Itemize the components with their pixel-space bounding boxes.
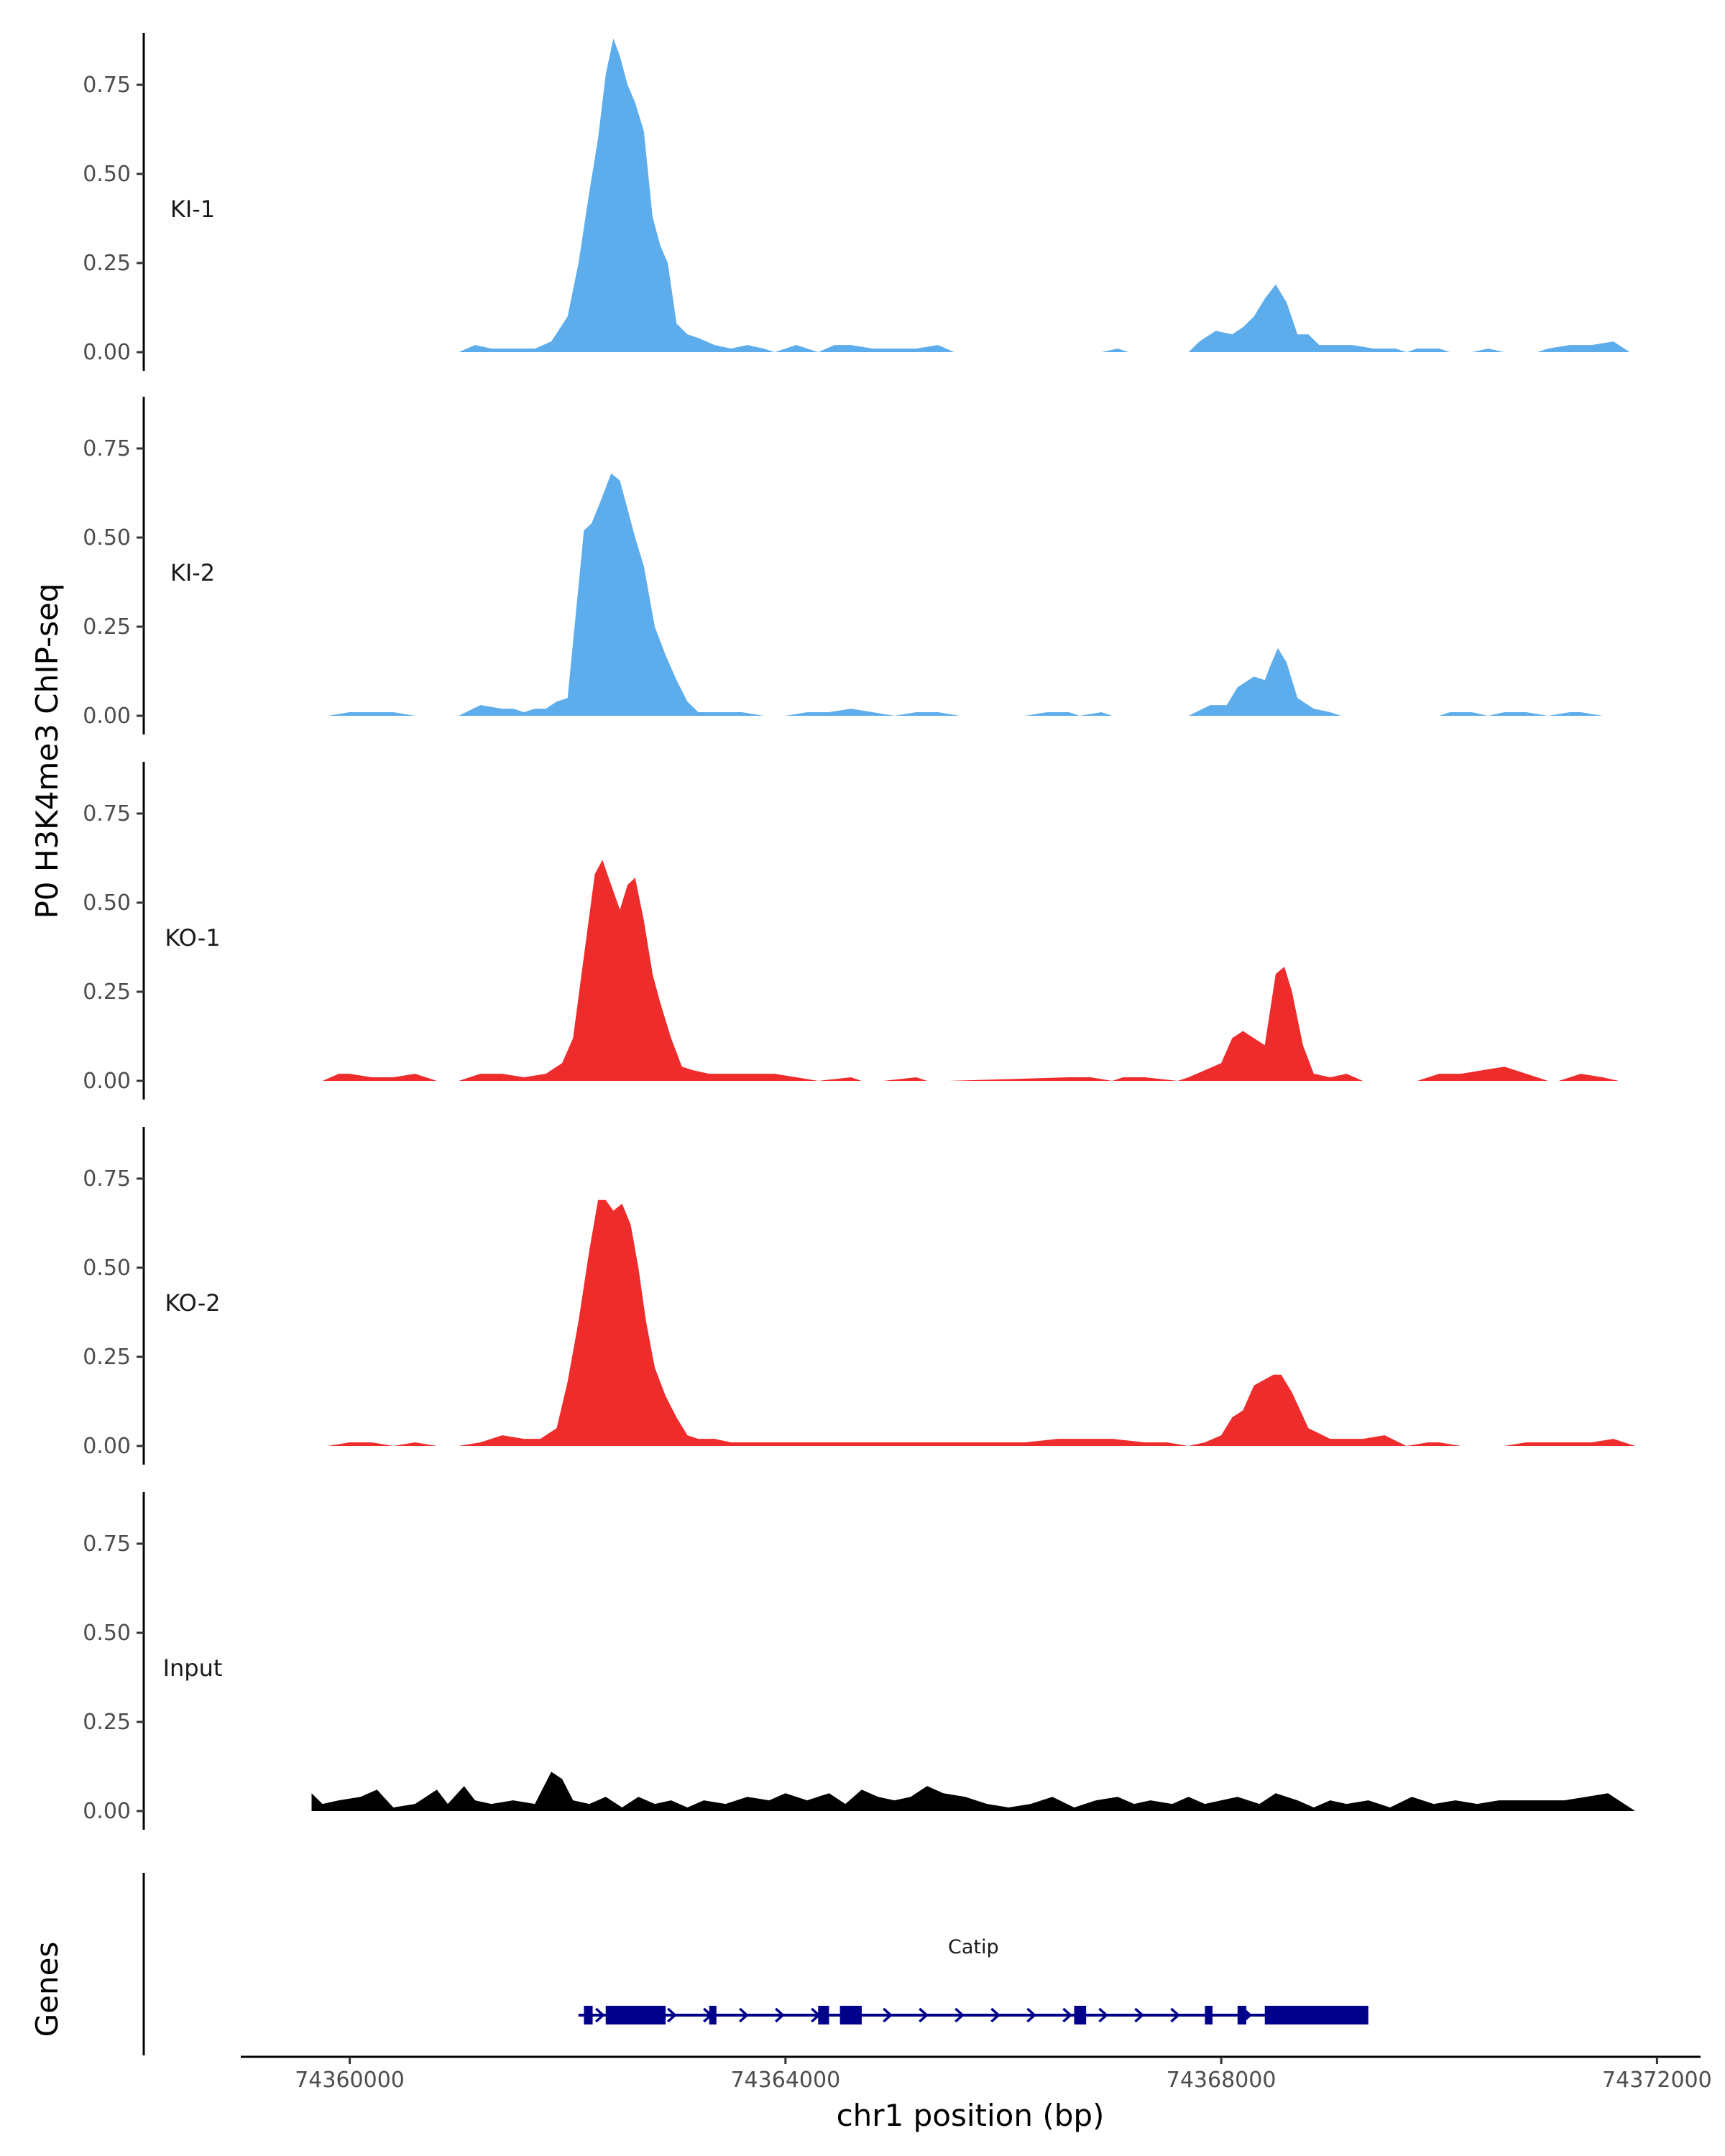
coverage-area-ki-1 <box>459 38 1630 352</box>
y-tick-label: 0.75 <box>83 73 131 98</box>
x-tick-label: 74372000 <box>1602 2068 1712 2093</box>
strand-arrow <box>1098 2007 1109 2023</box>
strand-arrow <box>595 2007 605 2023</box>
gene-exon <box>1264 2006 1368 2024</box>
track-ko-1: 0.00 0.25 0.50 0.75 KO-1 <box>83 762 1619 1100</box>
y-tick-label: 0.50 <box>83 525 131 550</box>
y-tick-label: 0.00 <box>83 1799 131 1824</box>
y-tick-label: 0.75 <box>83 1166 131 1192</box>
gene-exon <box>840 2006 862 2024</box>
y-tick-label: 0.50 <box>83 890 131 916</box>
track-label: KI-1 <box>170 195 215 223</box>
y-tick-label: 0.25 <box>83 1710 131 1735</box>
genes-track: Catip <box>142 1873 1368 2055</box>
y-tick-label: 0.75 <box>83 801 131 826</box>
gene-exon <box>709 2006 717 2024</box>
strand-arrow <box>919 2007 929 2023</box>
coverage-area-ki-2 <box>328 473 1603 716</box>
strand-arrow <box>1170 2007 1181 2023</box>
y-tick-label: 0.00 <box>83 1069 131 1094</box>
strand-arrow <box>883 2007 893 2023</box>
y-tick-label: 0.50 <box>83 1621 131 1646</box>
track-label: Input <box>163 1654 223 1682</box>
coverage-area-input <box>311 1772 1636 1811</box>
y-tick-label: 0.50 <box>83 1256 131 1281</box>
y-tick-label: 0.25 <box>83 1345 131 1370</box>
track-ko-2: 0.00 0.25 0.50 0.75 KO-2 <box>83 1127 1636 1465</box>
strand-arrow <box>990 2007 1000 2023</box>
track-label: KO-2 <box>165 1289 220 1317</box>
track-ki-2: 0.00 0.25 0.50 0.75 KI-2 <box>83 397 1603 734</box>
strand-arrow <box>1134 2007 1145 2023</box>
y-tick-label: 0.00 <box>83 704 131 729</box>
coverage-area-ko-2 <box>328 1199 1636 1446</box>
y-tick-label: 0.75 <box>83 436 131 461</box>
y-tick-label: 0.25 <box>83 614 131 640</box>
strand-arrow <box>954 2007 965 2023</box>
gene-name: Catip <box>948 1936 999 1958</box>
genes-axis-title: Genes <box>29 1942 65 2037</box>
x-tick-label: 74368000 <box>1167 2068 1276 2093</box>
y-tick-label: 0.00 <box>83 1434 131 1459</box>
gene-exon <box>584 2006 593 2024</box>
strand-arrow <box>667 2007 677 2023</box>
x-tick-label: 74364000 <box>730 2068 840 2093</box>
track-ki-1: 0.00 0.25 0.50 0.75 KI-1 <box>83 33 1630 371</box>
coverage-tracks: 0.00 0.25 0.50 0.75 KI-1 0.00 0.25 0.50 0.75 KI-2… <box>83 33 1636 1830</box>
track-label: KI-2 <box>170 559 215 586</box>
track-input: 0.00 0.25 0.50 0.75 Input <box>83 1492 1636 1830</box>
strand-arrow <box>739 2007 749 2023</box>
gene-exon <box>818 2006 829 2024</box>
y-tick-label: 0.75 <box>83 1531 131 1557</box>
strand-arrow <box>1062 2007 1073 2023</box>
x-axis: 74360000 74364000 74368000 74372000 <box>241 2055 1712 2093</box>
strand-arrow <box>1026 2007 1036 2023</box>
y-axis-title: P0 H3K4me3 ChIP-seq <box>29 583 65 918</box>
track-label: KO-1 <box>165 924 220 952</box>
y-tick-label: 0.00 <box>83 340 131 365</box>
x-axis-title: chr1 position (bp) <box>837 2098 1105 2133</box>
y-tick-label: 0.25 <box>83 251 131 276</box>
gene-exon <box>1237 2006 1246 2024</box>
gene-exon <box>605 2006 666 2024</box>
x-tick-label: 74360000 <box>295 2068 405 2093</box>
gene-exon <box>1205 2006 1213 2024</box>
gene-exon <box>1074 2006 1087 2024</box>
coverage-area-ko-1 <box>322 860 1619 1081</box>
y-tick-label: 0.25 <box>83 980 131 1005</box>
y-tick-label: 0.50 <box>83 162 131 187</box>
strand-arrow <box>775 2007 785 2023</box>
